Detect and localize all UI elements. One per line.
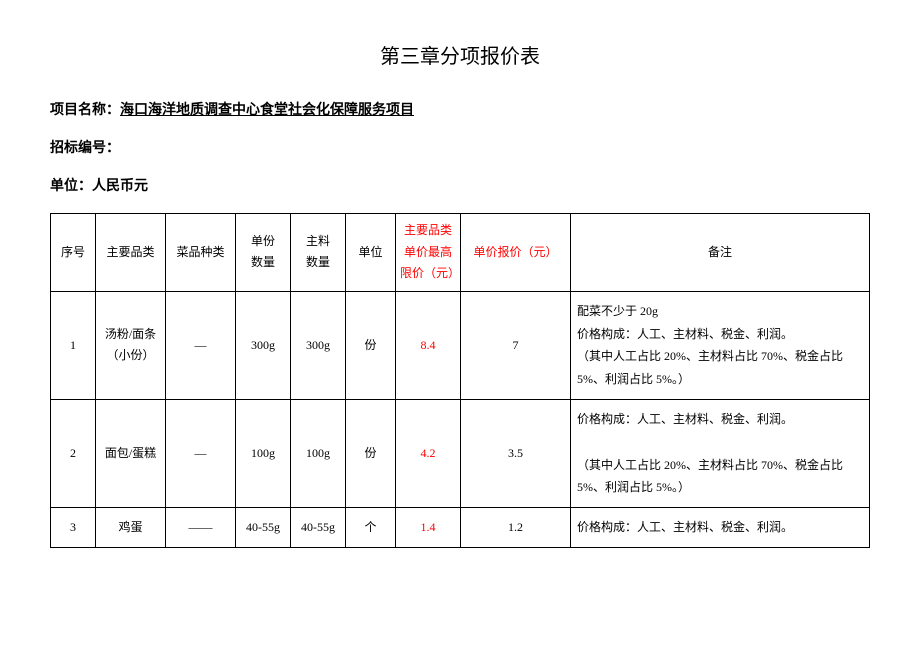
project-name: 海口海洋地质调查中心食堂社会化保障服务项目	[120, 103, 414, 118]
th-unit: 单位	[346, 214, 396, 292]
th-dish-type: 菜品种类	[166, 214, 236, 292]
th-seq: 序号	[51, 214, 96, 292]
cell-qty: 40-55g	[236, 508, 291, 548]
cell-quote: 3.5	[461, 399, 571, 507]
cell-unit: 个	[346, 508, 396, 548]
header-row: 序号 主要品类 菜品种类 单份 数量 主料 数量 单位 主要品类单价最高限价（元…	[51, 214, 870, 292]
quote-table: 序号 主要品类 菜品种类 单份 数量 主料 数量 单位 主要品类单价最高限价（元…	[50, 213, 870, 548]
th-remark: 备注	[571, 214, 870, 292]
cell-remark: 配菜不少于 20g价格构成：人工、主材料、税金、利润。（其中人工占比 20%、主…	[571, 291, 870, 399]
cell-main-qty: 100g	[291, 399, 346, 507]
cell-remark: 价格构成：人工、主材料、税金、利润。	[571, 508, 870, 548]
cell-seq: 1	[51, 291, 96, 399]
cell-seq: 2	[51, 399, 96, 507]
th-quote: 单价报价（元）	[461, 214, 571, 292]
cell-remark: 价格构成：人工、主材料、税金、利润。 （其中人工占比 20%、主材料占比 70%…	[571, 399, 870, 507]
table-row: 1汤粉/面条（小份）—300g300g份8.47配菜不少于 20g价格构成：人工…	[51, 291, 870, 399]
unit-line: 单位：人民币元	[50, 175, 870, 195]
cell-unit: 份	[346, 399, 396, 507]
th-main-bottom: 数量	[295, 252, 341, 274]
cell-limit: 8.4	[396, 291, 461, 399]
cell-dish-type: —	[166, 399, 236, 507]
cell-dish-type: ——	[166, 508, 236, 548]
th-main-top: 主料	[295, 231, 341, 253]
th-main: 主料 数量	[291, 214, 346, 292]
bid-no-line: 招标编号：	[50, 137, 870, 157]
cell-qty: 300g	[236, 291, 291, 399]
th-limit: 主要品类单价最高限价（元）	[396, 214, 461, 292]
table-row: 2面包/蛋糕—100g100g份4.23.5价格构成：人工、主材料、税金、利润。…	[51, 399, 870, 507]
project-label: 项目名称：	[50, 103, 120, 118]
cell-quote: 7	[461, 291, 571, 399]
cell-limit: 4.2	[396, 399, 461, 507]
table-row: 3鸡蛋——40-55g40-55g个1.41.2价格构成：人工、主材料、税金、利…	[51, 508, 870, 548]
cell-limit: 1.4	[396, 508, 461, 548]
th-qty-bottom: 数量	[240, 252, 286, 274]
page-title: 第三章分项报价表	[50, 40, 870, 69]
cell-dish-type: —	[166, 291, 236, 399]
th-qty-top: 单份	[240, 231, 286, 253]
th-qty: 单份 数量	[236, 214, 291, 292]
cell-seq: 3	[51, 508, 96, 548]
cell-category: 鸡蛋	[96, 508, 166, 548]
th-category: 主要品类	[96, 214, 166, 292]
cell-qty: 100g	[236, 399, 291, 507]
cell-category: 面包/蛋糕	[96, 399, 166, 507]
project-line: 项目名称：海口海洋地质调查中心食堂社会化保障服务项目	[50, 99, 870, 119]
cell-main-qty: 300g	[291, 291, 346, 399]
cell-main-qty: 40-55g	[291, 508, 346, 548]
cell-quote: 1.2	[461, 508, 571, 548]
cell-unit: 份	[346, 291, 396, 399]
cell-category: 汤粉/面条（小份）	[96, 291, 166, 399]
